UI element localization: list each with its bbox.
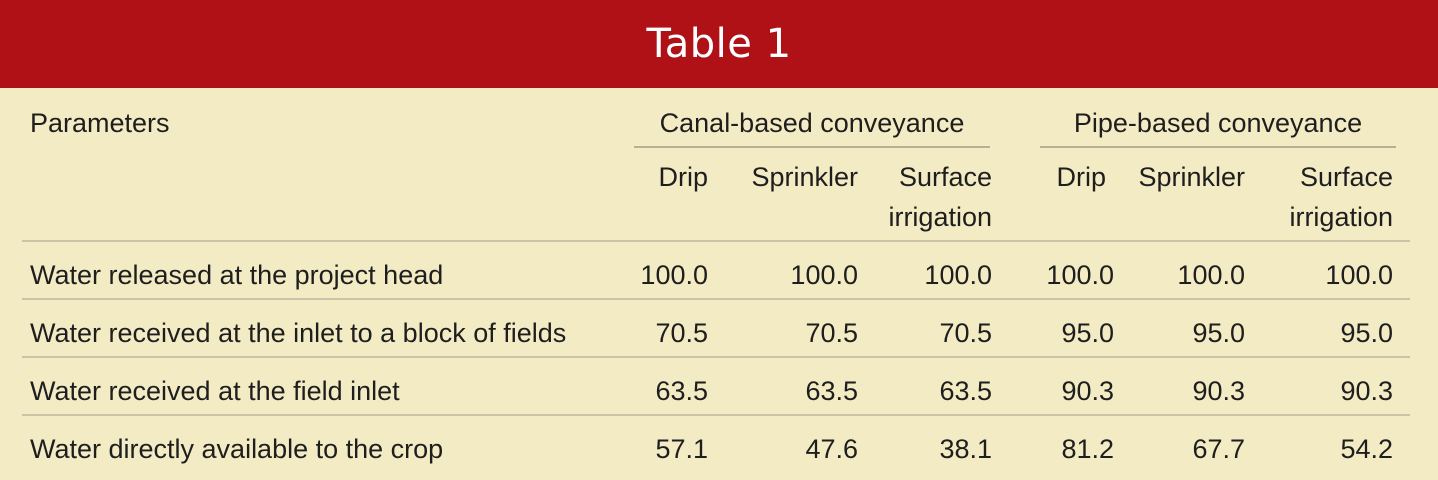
row-2-canal-drip: 70.5 [655,318,708,348]
row-3-canal-surface: 63.5 [939,376,992,406]
row-4-pipe-surface: 54.2 [1340,434,1393,464]
table-title-bar: Table 1 [0,0,1438,88]
table-title: Table 1 [646,21,792,67]
row-1-canal-drip: 100.0 [640,260,708,290]
row-4-canal-sprinkler: 47.6 [805,434,858,464]
subheader-pipe-sprinkler: Sprinkler [1138,162,1245,192]
row-4-pipe-sprinkler: 67.7 [1192,434,1245,464]
row-4-canal-surface: 38.1 [939,434,992,464]
row-3-pipe-surface: 90.3 [1340,376,1393,406]
row-3-label: Water received at the field inlet [30,376,400,406]
row-2-pipe-sprinkler: 95.0 [1192,318,1245,348]
group-underline-pipe [1040,146,1396,148]
subheader-canal-drip: Drip [658,162,708,192]
row-2-label: Water received at the inlet to a block o… [30,318,567,348]
header-parameters: Parameters [30,108,170,138]
group-underline-canal [634,146,990,148]
row-3-canal-sprinkler: 63.5 [805,376,858,406]
row-4-label: Water directly available to the crop [30,434,444,464]
row-1-pipe-drip: 100.0 [1046,260,1114,290]
subheader-canal-surface-line1: Surface [898,162,992,192]
row-2-canal-sprinkler: 70.5 [805,318,858,348]
row-1-label: Water released at the project head [30,260,444,290]
row-1-canal-surface: 100.0 [924,260,992,290]
row-4-canal-drip: 57.1 [655,434,708,464]
row-3-pipe-drip: 90.3 [1061,376,1114,406]
row-2-canal-surface: 70.5 [939,318,992,348]
row-divider-1 [22,298,1410,300]
row-2-pipe-drip: 95.0 [1061,318,1114,348]
subheader-canal-surface-line2: irrigation [888,202,992,232]
row-1-pipe-surface: 100.0 [1325,260,1393,290]
subheader-pipe-drip: Drip [1056,162,1106,192]
row-divider-3 [22,414,1410,416]
row-3-pipe-sprinkler: 90.3 [1192,376,1245,406]
row-divider-2 [22,356,1410,358]
header-divider [22,240,1410,242]
row-3-canal-drip: 63.5 [655,376,708,406]
table-panel: Parameters Canal-based conveyance Pipe-b… [0,88,1438,480]
subheader-pipe-surface-line1: Surface [1299,162,1393,192]
row-4-pipe-drip: 81.2 [1061,434,1114,464]
header-group-pipe: Pipe-based conveyance [1073,108,1363,138]
row-2-pipe-surface: 95.0 [1340,318,1393,348]
header-group-canal: Canal-based conveyance [659,108,965,138]
subheader-pipe-surface-line2: irrigation [1289,202,1393,232]
row-1-pipe-sprinkler: 100.0 [1177,260,1245,290]
subheader-canal-sprinkler: Sprinkler [751,162,858,192]
row-1-canal-sprinkler: 100.0 [790,260,858,290]
